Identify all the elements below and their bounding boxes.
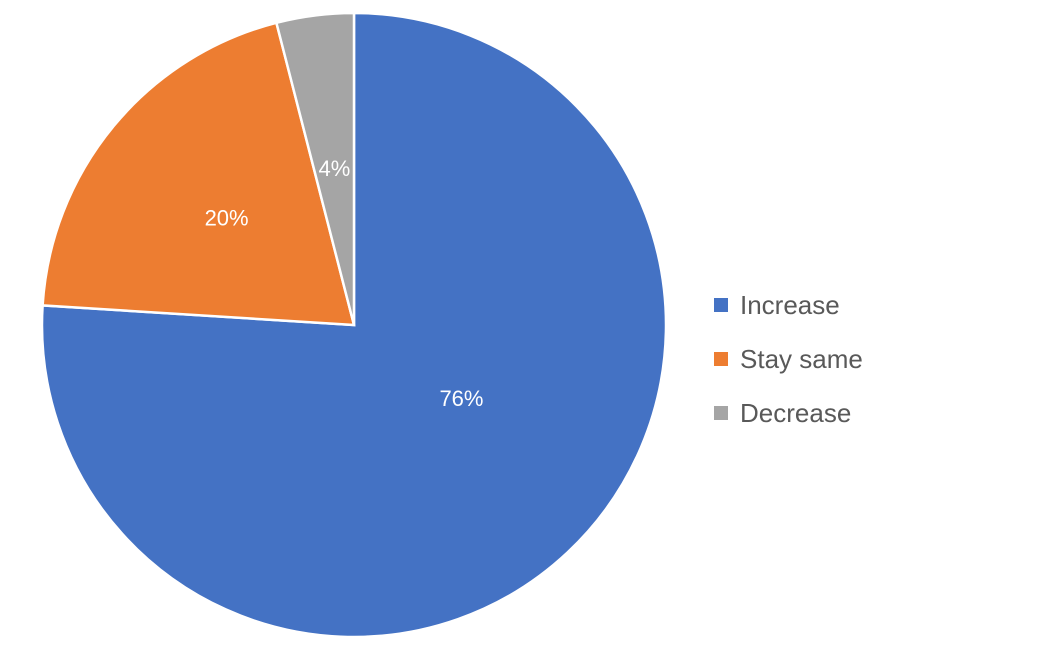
legend-item-decrease: Decrease	[714, 386, 863, 440]
pie-slices	[40, 11, 668, 639]
legend-label: Stay same	[740, 343, 863, 374]
legend-item-increase: Increase	[714, 278, 863, 332]
legend-swatch-increase	[714, 298, 728, 312]
legend-label: Increase	[740, 289, 840, 320]
legend-item-stay-same: Stay same	[714, 332, 863, 386]
data-label-increase: 76%	[439, 386, 483, 411]
data-labels: 76% 20% 4%	[205, 156, 484, 411]
legend-swatch-stay-same	[714, 352, 728, 366]
data-label-decrease: 4%	[319, 156, 351, 181]
pie-slice-stay-same	[41, 21, 356, 327]
data-label-stay-same: 20%	[205, 205, 249, 230]
legend-swatch-decrease	[714, 406, 728, 420]
pie-slice-increase	[40, 11, 668, 639]
pie-slice-decrease	[274, 11, 356, 326]
legend: Increase Stay same Decrease	[714, 278, 863, 440]
legend-label: Decrease	[740, 397, 852, 428]
